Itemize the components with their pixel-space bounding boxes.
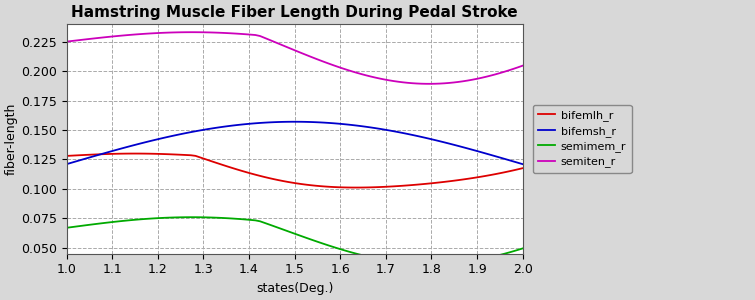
bifemlh_r — [62, 154, 71, 158]
Legend: bifemlh_r, bifemsh_r, semimem_r, semiten_r: bifemlh_r, bifemsh_r, semimem_r, semiten… — [533, 105, 632, 173]
semimem_r — [338, 248, 347, 252]
semimem_r — [168, 216, 177, 219]
bifemlh_r — [338, 186, 347, 189]
semiten_r — [426, 82, 435, 85]
bifemsh_r — [168, 134, 177, 138]
bifemsh_r — [62, 162, 71, 166]
bifemlh_r — [131, 152, 140, 155]
bifemlh_r — [173, 153, 182, 156]
bifemsh_r — [338, 122, 347, 126]
bifemsh_r — [149, 138, 159, 142]
bifemsh_r — [486, 153, 495, 157]
semimem_r — [62, 226, 71, 230]
X-axis label: states(Deg.): states(Deg.) — [256, 282, 333, 295]
bifemsh_r — [518, 162, 527, 166]
semiten_r — [186, 30, 196, 34]
semiten_r — [168, 31, 177, 34]
semimem_r — [491, 254, 500, 258]
semimem_r — [301, 236, 310, 240]
semimem_r — [518, 247, 527, 250]
Line: semiten_r: semiten_r — [66, 32, 522, 84]
bifemlh_r — [353, 186, 362, 189]
Y-axis label: fiber-length: fiber-length — [5, 103, 18, 175]
semimem_r — [426, 262, 435, 266]
Title: Hamstring Muscle Fiber Length During Pedal Stroke: Hamstring Muscle Fiber Length During Ped… — [71, 5, 518, 20]
semiten_r — [518, 64, 527, 68]
semimem_r — [186, 215, 196, 219]
bifemlh_r — [301, 183, 310, 187]
bifemsh_r — [500, 157, 509, 160]
Line: bifemlh_r: bifemlh_r — [66, 154, 522, 188]
bifemlh_r — [518, 167, 527, 170]
Line: semimem_r: semimem_r — [66, 217, 522, 264]
semimem_r — [504, 251, 513, 254]
semiten_r — [504, 68, 513, 72]
semiten_r — [62, 40, 71, 44]
semimem_r — [149, 217, 159, 220]
bifemlh_r — [491, 172, 500, 176]
semiten_r — [149, 32, 159, 35]
bifemsh_r — [288, 120, 297, 124]
bifemsh_r — [301, 120, 310, 124]
semiten_r — [301, 53, 310, 57]
semiten_r — [338, 67, 347, 70]
bifemlh_r — [504, 169, 513, 173]
Line: bifemsh_r: bifemsh_r — [66, 122, 522, 164]
bifemlh_r — [154, 152, 163, 156]
semiten_r — [491, 73, 500, 76]
